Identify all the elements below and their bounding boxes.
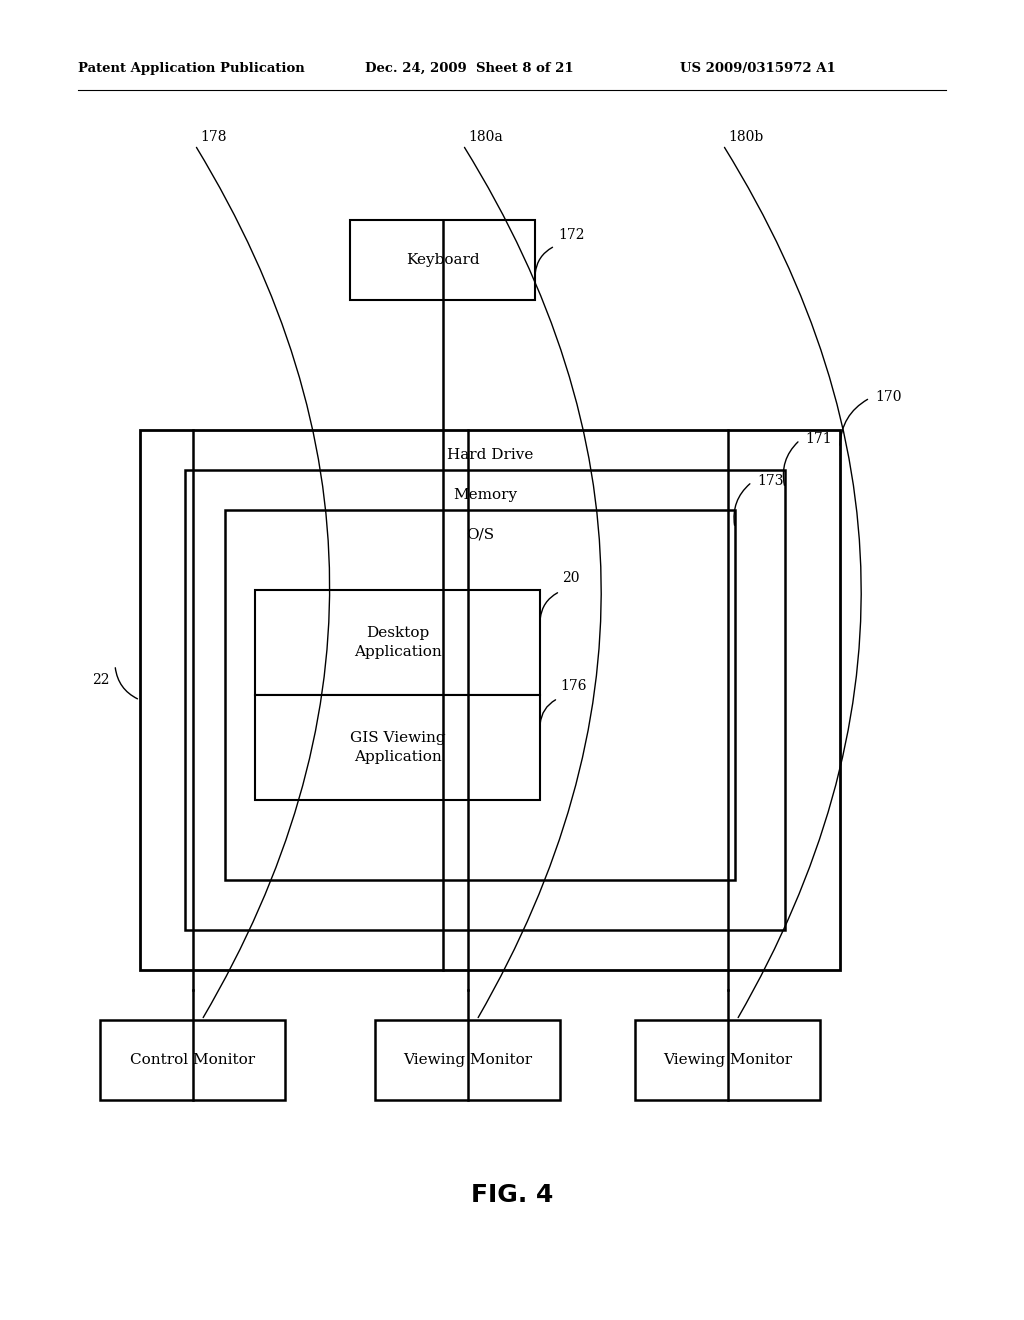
Text: Hard Drive: Hard Drive bbox=[446, 447, 534, 462]
Text: 170: 170 bbox=[874, 389, 901, 404]
Text: 180b: 180b bbox=[728, 129, 763, 144]
Bar bbox=[255, 696, 540, 800]
Text: 180a: 180a bbox=[468, 129, 503, 144]
Text: Control Monitor: Control Monitor bbox=[130, 1053, 255, 1067]
Text: Viewing Monitor: Viewing Monitor bbox=[663, 1053, 792, 1067]
Text: Viewing Monitor: Viewing Monitor bbox=[402, 1053, 532, 1067]
Text: US 2009/0315972 A1: US 2009/0315972 A1 bbox=[680, 62, 836, 75]
Text: 172: 172 bbox=[558, 228, 585, 242]
Bar bbox=[140, 430, 840, 970]
Text: Desktop
Application: Desktop Application bbox=[353, 626, 441, 659]
Text: Memory: Memory bbox=[453, 488, 517, 502]
Text: 22: 22 bbox=[92, 673, 110, 686]
Text: 176: 176 bbox=[560, 678, 587, 693]
Text: Keyboard: Keyboard bbox=[406, 253, 479, 267]
Bar bbox=[100, 1020, 285, 1100]
Text: O/S: O/S bbox=[466, 528, 494, 543]
Bar bbox=[185, 470, 785, 931]
Bar bbox=[255, 590, 540, 696]
Text: Dec. 24, 2009  Sheet 8 of 21: Dec. 24, 2009 Sheet 8 of 21 bbox=[365, 62, 573, 75]
Text: 178: 178 bbox=[200, 129, 226, 144]
Bar bbox=[225, 510, 735, 880]
Bar bbox=[375, 1020, 560, 1100]
Text: GIS Viewing
Application: GIS Viewing Application bbox=[349, 731, 445, 764]
Text: Patent Application Publication: Patent Application Publication bbox=[78, 62, 305, 75]
Text: 171: 171 bbox=[805, 432, 831, 446]
Text: 173: 173 bbox=[757, 474, 783, 488]
Text: FIG. 4: FIG. 4 bbox=[471, 1183, 553, 1206]
Text: 20: 20 bbox=[562, 572, 580, 586]
Bar bbox=[635, 1020, 820, 1100]
Bar bbox=[350, 220, 535, 300]
